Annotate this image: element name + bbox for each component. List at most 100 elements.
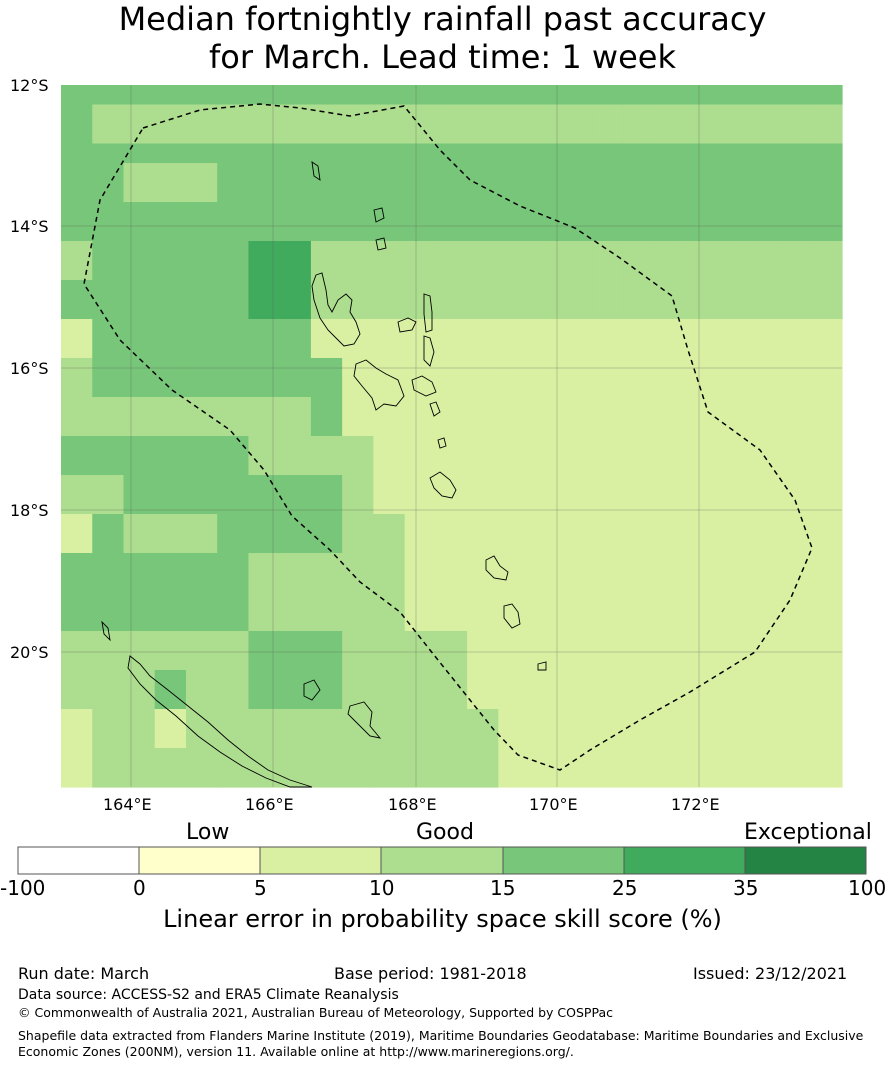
grid-cell bbox=[373, 455, 406, 476]
grid-cell bbox=[560, 397, 593, 418]
grid-cell bbox=[61, 592, 93, 613]
grid-cell bbox=[310, 494, 343, 515]
grid-cell bbox=[185, 124, 218, 145]
grid-cell bbox=[373, 182, 406, 203]
grid-cell bbox=[560, 299, 593, 320]
grid-cell bbox=[342, 514, 374, 535]
tick-10: 10 bbox=[369, 876, 395, 900]
grid-cell bbox=[248, 104, 281, 125]
grid-cell bbox=[498, 572, 531, 593]
grid-cell bbox=[342, 689, 374, 710]
grid-cell bbox=[748, 397, 781, 418]
grid-cell bbox=[217, 670, 250, 691]
grid-cell bbox=[685, 475, 718, 496]
grid-cell bbox=[592, 611, 624, 632]
grid-cell bbox=[748, 377, 781, 398]
grid-cell bbox=[498, 338, 531, 359]
grid-cell bbox=[810, 221, 843, 242]
grid-cell bbox=[185, 650, 218, 671]
grid-cell bbox=[373, 767, 406, 788]
grid-cell bbox=[185, 767, 218, 788]
grid-cell bbox=[435, 748, 468, 769]
grid-cell bbox=[123, 670, 156, 691]
grid-cell bbox=[498, 299, 531, 320]
grid-cell bbox=[342, 182, 374, 203]
grid-cell bbox=[717, 631, 749, 652]
grid-cell bbox=[92, 572, 125, 593]
grid-cell bbox=[654, 241, 687, 262]
lon-label-166e: 166°E bbox=[245, 795, 294, 814]
grid-cell bbox=[342, 592, 374, 613]
grid-cell bbox=[779, 572, 812, 593]
grid-cell bbox=[154, 85, 187, 106]
grid-cell bbox=[654, 397, 687, 418]
grid-cell bbox=[623, 592, 656, 613]
coastlines bbox=[101, 161, 547, 788]
grid-cell bbox=[654, 592, 687, 613]
grid-cell bbox=[154, 338, 187, 359]
grid-cell bbox=[623, 416, 656, 437]
grid-cell bbox=[435, 85, 468, 106]
grid-cell bbox=[748, 767, 781, 788]
grid-cell bbox=[279, 221, 312, 242]
grid-cell bbox=[217, 104, 250, 125]
grid-cell bbox=[185, 572, 218, 593]
grid-cell bbox=[373, 397, 406, 418]
grid-cell bbox=[154, 631, 187, 652]
grid-cell bbox=[92, 514, 125, 535]
grid-cell bbox=[467, 748, 499, 769]
grid-cell bbox=[435, 728, 468, 749]
grid-cell bbox=[498, 455, 531, 476]
grid-cell bbox=[342, 338, 374, 359]
grid-cell bbox=[810, 475, 843, 496]
grid-cell bbox=[61, 85, 93, 106]
grid-cell bbox=[717, 728, 749, 749]
grid-cell bbox=[92, 416, 125, 437]
grid-cell bbox=[560, 514, 593, 535]
grid-cell bbox=[654, 748, 687, 769]
grid-cell bbox=[717, 455, 749, 476]
grid-cell bbox=[279, 475, 312, 496]
grid-cell bbox=[685, 748, 718, 769]
grid-cell bbox=[61, 475, 93, 496]
grid-cell bbox=[592, 124, 624, 145]
grid-cell bbox=[154, 397, 187, 418]
grid-cell bbox=[61, 689, 93, 710]
grid-cell bbox=[592, 182, 624, 203]
grid-cell bbox=[685, 241, 718, 262]
grid-cell bbox=[685, 592, 718, 613]
grid-cell bbox=[373, 611, 406, 632]
grid-cell bbox=[154, 416, 187, 437]
grid-cell bbox=[404, 221, 437, 242]
grid-cell bbox=[498, 436, 531, 457]
grid-cell bbox=[748, 416, 781, 437]
grid-cell bbox=[592, 514, 624, 535]
grid-cell bbox=[92, 494, 125, 515]
grid-cell bbox=[560, 553, 593, 574]
grid-cell bbox=[498, 104, 531, 125]
grid-cell bbox=[435, 650, 468, 671]
grid-cell bbox=[248, 241, 281, 262]
grid-cell bbox=[185, 689, 218, 710]
grid-cell bbox=[623, 260, 656, 281]
grid-cell bbox=[498, 241, 531, 262]
grid-cell bbox=[373, 592, 406, 613]
grid-cell bbox=[779, 416, 812, 437]
grid-cell bbox=[185, 494, 218, 515]
grid-cell bbox=[435, 377, 468, 398]
grid-cell bbox=[248, 514, 281, 535]
grid-cell bbox=[61, 104, 93, 125]
grid-cell bbox=[498, 377, 531, 398]
grid-cell bbox=[560, 85, 593, 106]
grid-cell bbox=[61, 709, 93, 730]
grid-cell bbox=[61, 124, 93, 145]
grid-cell bbox=[61, 319, 93, 340]
grid-cell bbox=[373, 572, 406, 593]
grid-cell bbox=[560, 124, 593, 145]
grid-cell bbox=[560, 280, 593, 301]
grid-cell bbox=[560, 241, 593, 262]
grid-cell bbox=[404, 572, 437, 593]
grid-cell bbox=[685, 182, 718, 203]
grid-cell bbox=[279, 260, 312, 281]
grid-cell bbox=[748, 202, 781, 223]
